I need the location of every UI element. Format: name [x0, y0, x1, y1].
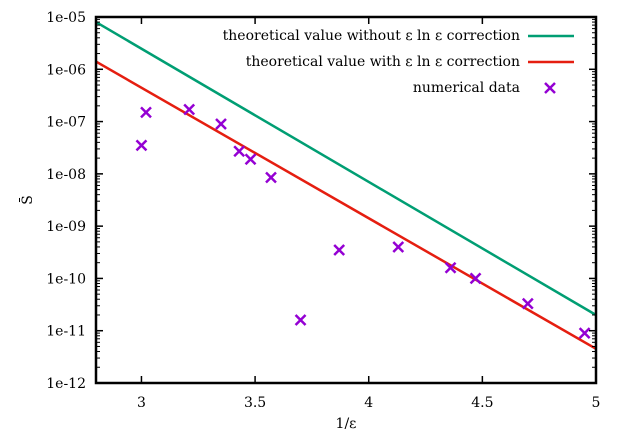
series-line-0	[96, 21, 596, 317]
y-tick-label: 1e-07	[46, 115, 86, 131]
x-tick-label: 5	[592, 395, 601, 411]
data-point-x-icon	[183, 103, 196, 116]
x-tick-label: 4.5	[471, 395, 493, 411]
x-axis-title: 1/ε	[336, 416, 357, 432]
data-point-x-icon	[578, 327, 591, 339]
series-line-1	[96, 60, 596, 350]
y-tick-label: 1e-11	[46, 324, 86, 340]
data-point-x-icon	[294, 314, 307, 326]
y-tick-label: 1e-10	[46, 271, 86, 287]
tick-labels: 3 3.5 4 4.5 5 1e-05 1e-06 1e-07 1e-08 1e-09 1e-10 1…	[46, 10, 600, 411]
legend-label-points: numerical data	[413, 80, 520, 96]
data-point-x-icon	[244, 153, 257, 166]
legend: theoretical value without ε ln ε correct…	[223, 28, 574, 96]
data-point-x-icon	[444, 261, 457, 274]
data-point-x-icon	[392, 241, 405, 253]
x-tick-label: 4	[364, 395, 373, 411]
legend-label-green: theoretical value without ε ln ε correct…	[223, 28, 520, 44]
data-point-x-icon	[333, 244, 346, 256]
data-point-x-icon	[521, 297, 534, 310]
y-tick-label: 1e-06	[46, 62, 86, 78]
axis-ticks	[96, 16, 597, 384]
plot-frame	[94, 15, 598, 385]
data-point-x-icon	[233, 145, 246, 158]
data-points	[135, 103, 591, 339]
y-tick-label: 1e-08	[46, 167, 86, 183]
x-tick-label: 3	[137, 395, 146, 411]
data-point-x-icon	[135, 139, 148, 152]
legend-marker-x-icon	[544, 82, 556, 94]
data-point-x-icon	[215, 118, 227, 130]
y-axis-title: S̄	[18, 195, 36, 205]
data-point-x-icon	[265, 171, 277, 184]
y-tick-label: 1e-09	[46, 219, 86, 235]
data-point-x-icon	[140, 106, 152, 119]
y-tick-label: 1e-12	[46, 376, 86, 392]
x-tick-label: 3.5	[244, 395, 266, 411]
y-tick-label: 1e-05	[46, 10, 86, 26]
data-lines	[96, 21, 596, 350]
legend-label-red: theoretical value with ε ln ε correction	[246, 54, 520, 70]
data-point-x-icon	[469, 272, 482, 285]
